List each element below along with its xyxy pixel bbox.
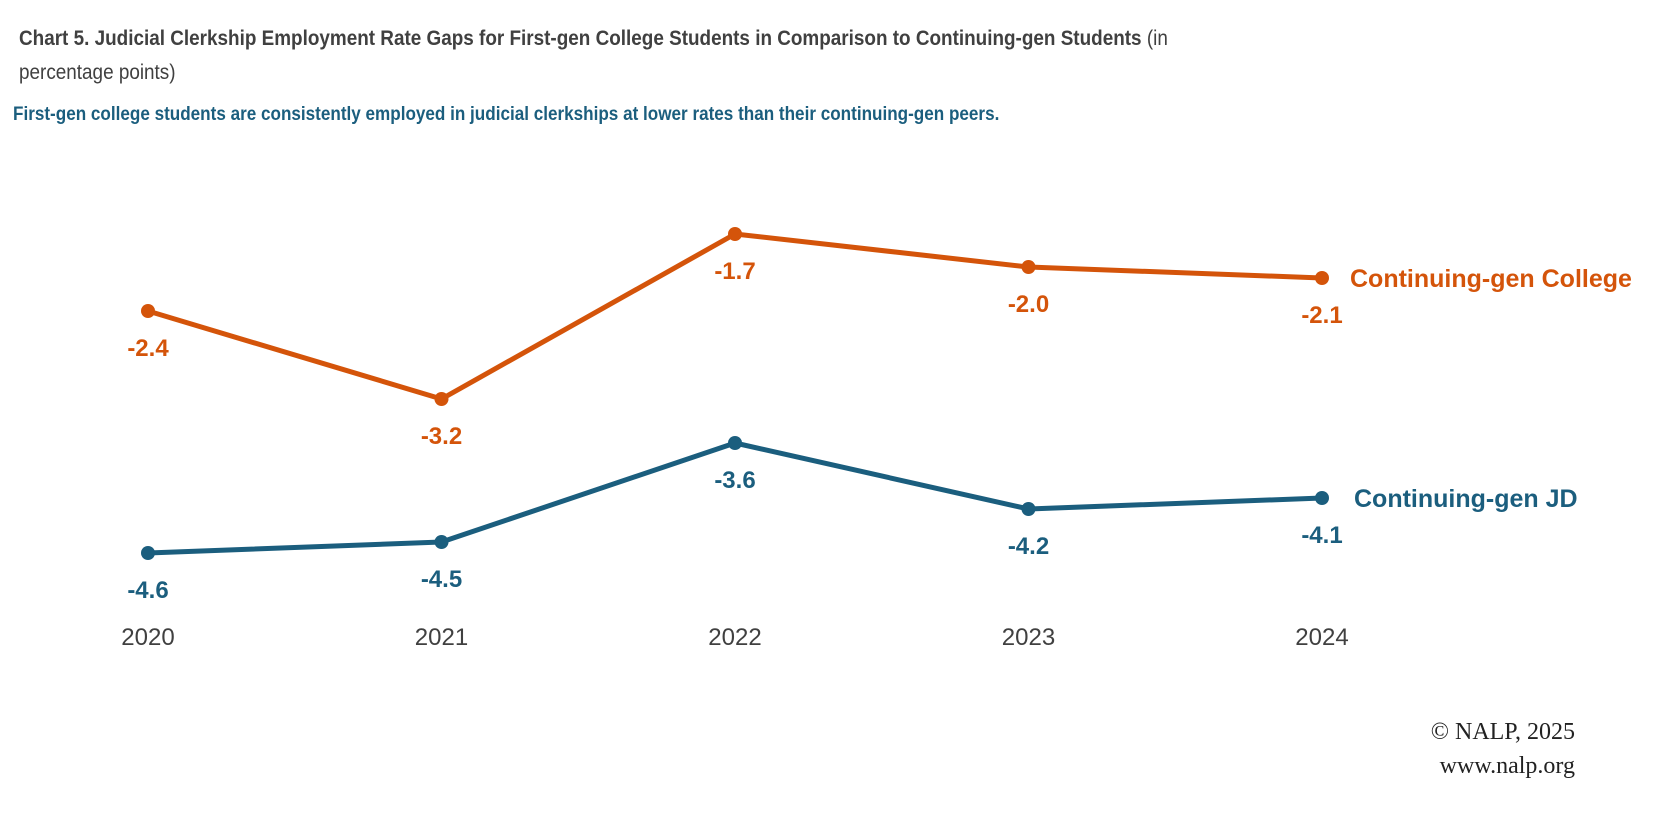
- data-label: -2.1: [1301, 302, 1342, 329]
- data-point: [728, 227, 742, 241]
- data-point: [434, 535, 449, 549]
- credit: © NALP, 2025 www.nalp.org: [1431, 715, 1575, 783]
- x-tick-label: 2021: [415, 624, 468, 651]
- data-label: -3.6: [714, 467, 755, 494]
- data-point: [434, 392, 449, 406]
- copyright: © NALP, 2025: [1430, 719, 1575, 745]
- series-line: [147, 440, 1323, 556]
- data-label: -4.6: [127, 577, 168, 604]
- data-point: [1021, 502, 1036, 516]
- chart-title-text: Chart 5. Judicial Clerkship Employment R…: [19, 27, 1142, 50]
- data-label: -2.0: [1008, 291, 1049, 318]
- data-label: -3.2: [421, 423, 462, 450]
- data-label: -2.4: [127, 335, 169, 362]
- data-point: [1315, 491, 1329, 505]
- data-point: [141, 546, 155, 560]
- website: www.nalp.org: [1439, 753, 1575, 779]
- data-label: -1.7: [714, 258, 755, 285]
- x-tick-label: 2020: [121, 624, 174, 651]
- series-label: Continuing-gen JD: [1354, 485, 1578, 513]
- data-point: [728, 436, 742, 450]
- data-point: [1315, 271, 1329, 285]
- data-label: -4.1: [1301, 522, 1342, 549]
- chart-title: Chart 5. Judicial Clerkship Employment R…: [19, 22, 1207, 90]
- x-tick-label: 2023: [1002, 624, 1055, 651]
- data-label: -4.2: [1008, 533, 1049, 560]
- x-tick-label: 2024: [1295, 624, 1348, 651]
- data-point: [1021, 260, 1036, 274]
- data-label: -4.5: [421, 566, 462, 593]
- chart-subtitle: First-gen college students are consisten…: [13, 104, 1000, 125]
- chart-title-unit: (in percentage points): [19, 27, 1168, 84]
- data-point: [141, 304, 155, 318]
- series-label: Continuing-gen College: [1350, 265, 1632, 293]
- x-tick-label: 2022: [708, 624, 761, 651]
